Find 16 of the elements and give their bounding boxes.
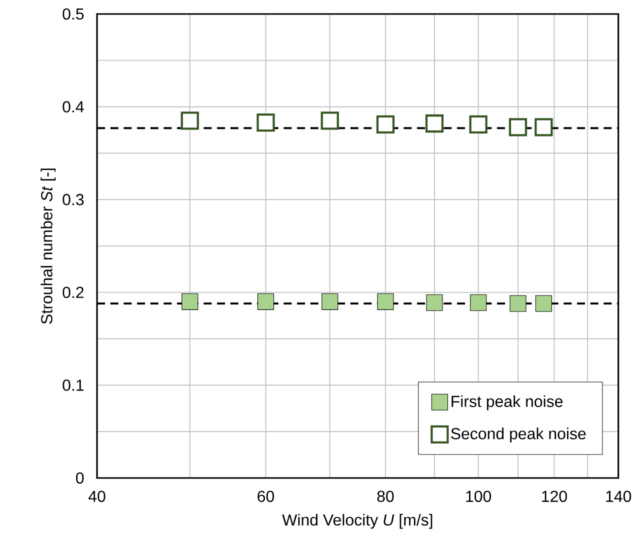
x-tick-label: 140 xyxy=(606,490,632,502)
y-axis-title: Strouhal number St [-] xyxy=(40,168,56,324)
x-tick-label: 100 xyxy=(466,490,492,502)
y-tick-label: 0.3 xyxy=(62,194,84,206)
y-tick-label: 0.4 xyxy=(62,101,84,112)
legend-label: First peak noise xyxy=(452,395,563,410)
x-tick-label: 80 xyxy=(377,490,394,502)
y-tick-label: 0 xyxy=(76,472,84,484)
legend-label: Second peak noise xyxy=(451,428,586,443)
x-tick-label: 40 xyxy=(88,490,106,502)
y-tick-label: 0.5 xyxy=(62,8,84,20)
x-tick-label: 120 xyxy=(542,490,567,502)
x-axis-title: Wind Velocity U [m/s] xyxy=(282,514,432,529)
x-tick-label: 60 xyxy=(258,490,274,502)
y-tick-label: 0.1 xyxy=(62,380,84,391)
y-tick-label: 0.2 xyxy=(62,286,84,298)
